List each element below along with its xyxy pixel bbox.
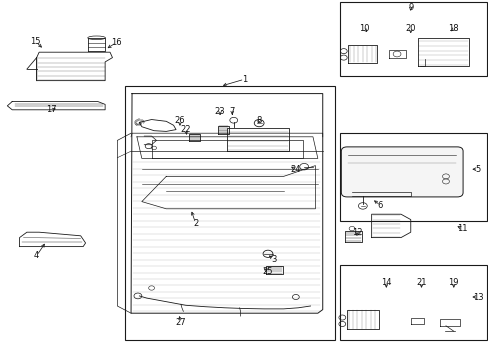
Text: 23: 23 xyxy=(214,107,225,116)
Text: 3: 3 xyxy=(271,255,276,264)
Bar xyxy=(339,265,486,340)
Text: 21: 21 xyxy=(415,278,426,287)
Text: 26: 26 xyxy=(174,116,185,125)
Text: 4: 4 xyxy=(34,251,39,260)
Text: 24: 24 xyxy=(290,165,301,174)
Text: 20: 20 xyxy=(405,24,415,33)
Text: 2: 2 xyxy=(193,219,198,228)
Text: 25: 25 xyxy=(262,267,273,276)
Text: 17: 17 xyxy=(46,105,57,114)
Bar xyxy=(339,133,486,221)
FancyBboxPatch shape xyxy=(341,147,462,197)
Text: 10: 10 xyxy=(358,24,369,33)
Text: 27: 27 xyxy=(175,318,186,327)
Text: 11: 11 xyxy=(456,224,467,233)
Text: 15: 15 xyxy=(30,37,41,46)
Bar xyxy=(124,86,334,340)
Text: 16: 16 xyxy=(111,38,122,47)
Text: 5: 5 xyxy=(475,165,480,174)
Text: 22: 22 xyxy=(180,125,191,134)
Text: 6: 6 xyxy=(377,201,382,210)
Text: 13: 13 xyxy=(472,292,483,302)
Text: 7: 7 xyxy=(229,107,234,116)
Text: 9: 9 xyxy=(407,3,412,12)
Text: 18: 18 xyxy=(447,24,458,33)
Text: 8: 8 xyxy=(256,116,261,125)
Text: 14: 14 xyxy=(380,278,391,287)
Text: 12: 12 xyxy=(351,228,362,237)
Text: 19: 19 xyxy=(447,278,458,287)
Text: 1: 1 xyxy=(242,75,246,84)
Bar xyxy=(339,2,486,76)
